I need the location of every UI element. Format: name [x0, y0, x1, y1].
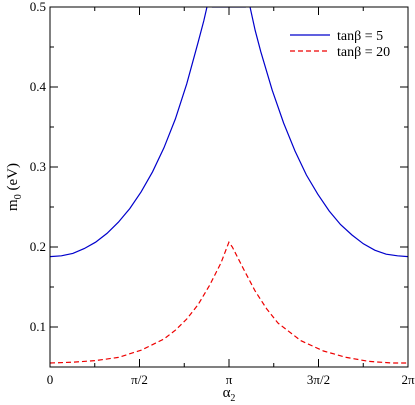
x-tick-label: π [226, 372, 233, 387]
series-line-0 [50, 7, 408, 258]
legend-label-tanb20: tanβ = 20 [337, 45, 390, 60]
y-axis-label: m0 (eV) [5, 163, 24, 211]
x-tick-label: 3π/2 [307, 372, 330, 387]
series-layer [50, 7, 408, 364]
tick-layer: 0 π/2 π 3π/2 2π 0.1 0.2 0.3 0.4 0.5 [30, 0, 415, 387]
plot-frame [49, 6, 409, 368]
x-tick-label: π/2 [131, 372, 148, 387]
y-tick-label: 0.2 [30, 239, 46, 254]
legend-label-tanb5: tanβ = 5 [337, 29, 383, 44]
series-line-1 [50, 240, 408, 364]
y-tick-label: 0.5 [30, 0, 46, 14]
y-tick-label: 0.4 [30, 79, 47, 94]
x-tick-label: 0 [47, 372, 54, 387]
y-tick-label: 0.3 [30, 159, 46, 174]
x-axis-label: α2 [223, 385, 236, 404]
x-tick-label: 2π [401, 372, 415, 387]
y-tick-label: 0.1 [30, 319, 46, 334]
legend: tanβ = 5 tanβ = 20 [290, 29, 390, 60]
